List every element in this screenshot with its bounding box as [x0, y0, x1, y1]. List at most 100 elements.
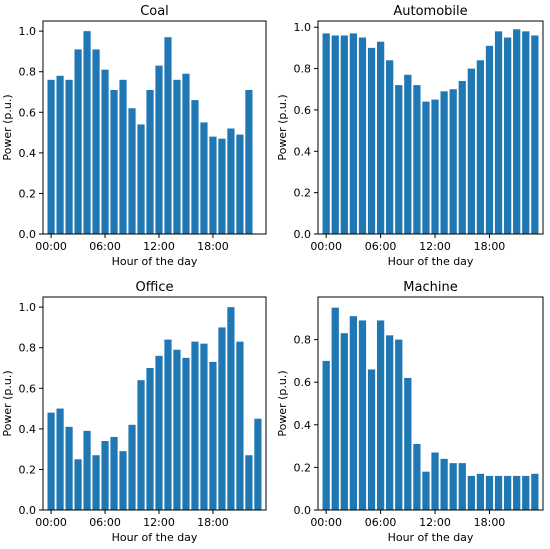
bar [173, 79, 181, 234]
bar [485, 45, 494, 234]
chart-title: Coal [140, 4, 169, 19]
x-axis-label: Hour of the day [388, 255, 474, 268]
x-tick-label: 18:00 [474, 516, 506, 529]
y-tick-label: 0.6 [294, 104, 312, 117]
x-tick-label: 18:00 [197, 240, 229, 253]
y-tick-label: 0.4 [294, 419, 312, 432]
bar [218, 138, 226, 234]
bar [155, 65, 163, 234]
bar [245, 89, 253, 234]
bar [376, 320, 385, 510]
y-tick-label: 0.0 [19, 504, 37, 517]
bar [92, 49, 100, 235]
bar [119, 79, 127, 234]
bar [146, 89, 154, 234]
bar [74, 49, 82, 235]
bar [395, 85, 403, 234]
y-tick-label: 1.0 [294, 21, 312, 34]
y-tick-label: 0.6 [19, 382, 37, 395]
bar [83, 31, 91, 234]
bar [458, 80, 466, 234]
bar [440, 91, 448, 234]
bar [200, 122, 208, 234]
x-tick-label: 18:00 [474, 240, 506, 253]
bar [173, 349, 181, 510]
bar [449, 463, 457, 510]
bar [376, 41, 385, 235]
bar [476, 60, 485, 234]
x-tick-label: 12:00 [419, 240, 451, 253]
x-axis-label: Hour of the day [112, 255, 198, 268]
x-axis-label: Hour of the day [112, 531, 198, 544]
bar [227, 128, 235, 234]
y-tick-label: 0.0 [294, 228, 312, 241]
axes-frame [317, 20, 544, 235]
bar [47, 412, 55, 510]
bar [65, 426, 73, 510]
bar [209, 361, 217, 510]
bar [155, 355, 163, 510]
bar [236, 134, 244, 234]
bar [146, 368, 154, 510]
bar [522, 31, 530, 235]
y-tick-label: 0.2 [19, 463, 37, 476]
bar [227, 307, 235, 510]
y-tick-label: 0.4 [294, 145, 312, 158]
bar [245, 455, 253, 510]
y-tick-label: 0.4 [19, 423, 37, 436]
bar [494, 475, 503, 510]
bar [531, 473, 539, 510]
bar [101, 441, 109, 510]
bar [322, 360, 330, 510]
chart-title: Machine [403, 280, 457, 295]
x-tick-label: 12:00 [419, 516, 451, 529]
bar [467, 68, 475, 234]
bar [254, 418, 262, 510]
x-tick-label: 06:00 [365, 240, 397, 253]
x-tick-label: 06:00 [365, 516, 397, 529]
bar [236, 341, 244, 510]
bar [65, 79, 73, 234]
y-tick-label: 1.0 [19, 301, 37, 314]
bar [191, 100, 199, 234]
y-axis-label: Power (p.u.) [1, 370, 14, 436]
bar [164, 339, 172, 510]
bar [503, 37, 512, 234]
bar [74, 459, 82, 510]
bar [340, 333, 348, 510]
y-tick-label: 1.0 [19, 25, 37, 38]
bar [331, 35, 339, 235]
chart-title: Office [136, 280, 174, 295]
subplot-automobile: Automobile 0.0 0.2 0.4 0.6 0.8 1.0 00:00 06:00 12… [276, 4, 544, 268]
subplot-office: Office 0.0 0.2 0.4 0.6 0.8 1.0 00:00 06:00 12:00 1… [1, 280, 267, 544]
bar [422, 101, 430, 235]
bar [404, 74, 412, 235]
bar [83, 430, 91, 510]
bar [367, 369, 376, 510]
bar [367, 47, 376, 234]
bar [386, 335, 394, 510]
bar [164, 37, 172, 235]
axes-frame [42, 20, 267, 235]
x-tick-label: 00:00 [310, 516, 342, 529]
bar [182, 357, 190, 510]
y-tick-label: 0.8 [294, 334, 312, 347]
y-tick-label: 0.0 [19, 228, 37, 241]
axes-frame [42, 296, 267, 511]
bar [431, 99, 439, 234]
y-axis-label: Power (p.u.) [276, 370, 289, 436]
y-tick-label: 0.6 [19, 106, 37, 119]
bar [191, 341, 199, 510]
bar [128, 424, 136, 510]
bar [209, 136, 217, 234]
bar [47, 79, 55, 234]
x-tick-label: 18:00 [197, 516, 229, 529]
bar [182, 73, 190, 235]
bar [467, 475, 475, 510]
bar [395, 339, 403, 510]
x-tick-label: 06:00 [89, 516, 121, 529]
y-tick-label: 0.0 [294, 504, 312, 517]
bar [449, 89, 457, 235]
bar [110, 89, 118, 234]
bar [440, 458, 448, 510]
